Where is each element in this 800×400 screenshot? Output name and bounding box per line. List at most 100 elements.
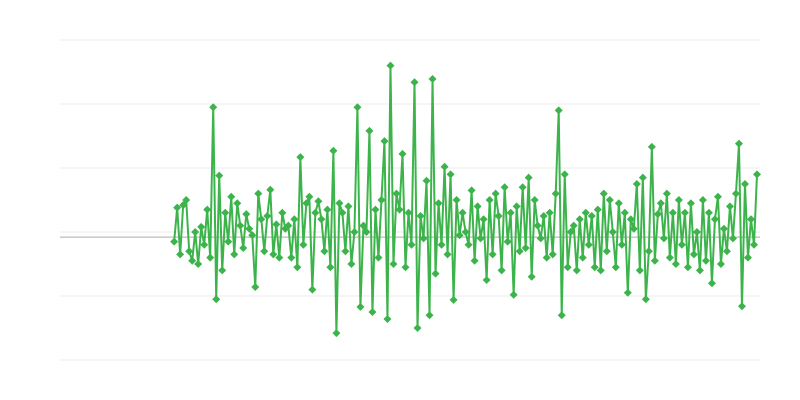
data-point [617,240,626,249]
data-point [677,240,686,249]
data-point [440,162,449,171]
data-point [413,324,422,332]
data-point [338,208,347,217]
data-point [569,221,578,230]
data-point [323,205,332,214]
data-point [272,220,281,229]
data-point [701,256,710,265]
data-point [434,199,443,208]
data-point [266,185,275,194]
data-point [320,247,329,256]
data-point [557,311,566,320]
data-point [590,263,599,272]
data-point [212,295,221,304]
data-point [464,240,473,249]
data-point [533,221,542,230]
data-point [527,272,536,281]
data-point [644,247,653,256]
data-point [245,224,254,233]
data-point [563,263,572,272]
data-point [614,199,623,208]
data-point [638,173,647,182]
data-point [221,208,230,217]
data-point [548,250,557,259]
data-point [410,78,419,87]
data-point [536,234,545,243]
data-point [494,212,503,220]
data-point [725,202,734,211]
data-point [632,180,641,188]
data-point [659,234,668,243]
data-point [239,244,248,252]
data-point [707,279,716,288]
data-point [683,263,692,272]
data-point [368,308,377,316]
data-point [398,149,407,158]
data-point [476,234,485,243]
data-point [482,276,491,284]
data-point [599,189,608,198]
data-point [716,260,725,268]
data-point [746,215,755,224]
data-point [752,170,761,179]
data-point [461,228,470,236]
data-point [353,103,362,112]
data-point [596,266,605,275]
data-point [284,221,293,230]
data-point [608,228,617,236]
data-point [584,240,593,249]
data-point [386,61,395,70]
data-point [473,202,482,211]
data-point [530,196,539,204]
data-point [260,247,269,256]
data-point [452,196,461,204]
data-point [425,311,434,320]
series-layer [170,61,761,338]
data-point [176,250,185,259]
data-point [419,234,428,243]
data-point [680,208,689,217]
data-point [671,260,680,268]
data-point [620,208,629,217]
data-point [314,197,323,206]
data-point [296,153,305,162]
data-point [518,183,527,192]
data-point [365,126,374,135]
data-point [251,283,260,292]
data-point [182,196,191,204]
data-point [665,253,674,262]
data-point [455,231,464,240]
data-point [305,192,314,201]
data-point [626,215,635,224]
data-point [170,237,179,246]
data-point [470,256,479,265]
data-point [656,199,665,208]
data-point [668,208,677,217]
data-point [269,250,278,259]
data-point [737,302,746,311]
data-point [404,208,413,217]
data-point [371,205,380,214]
data-point [248,231,257,240]
data-point [341,247,350,256]
data-point [485,196,494,204]
data-point [383,315,392,324]
data-point [692,228,701,236]
data-point [242,210,251,219]
data-point [236,221,245,230]
data-point [602,247,611,256]
data-point [317,215,326,224]
data-point [350,228,359,236]
data-point [623,288,632,297]
data-point [173,203,182,212]
data-point [500,183,509,192]
data-point [443,250,452,259]
data-point [230,250,239,259]
data-point [575,215,584,224]
data-point [362,228,371,236]
data-point [509,290,518,299]
data-point [311,208,320,217]
data-point [275,253,284,262]
data-point [335,199,344,208]
